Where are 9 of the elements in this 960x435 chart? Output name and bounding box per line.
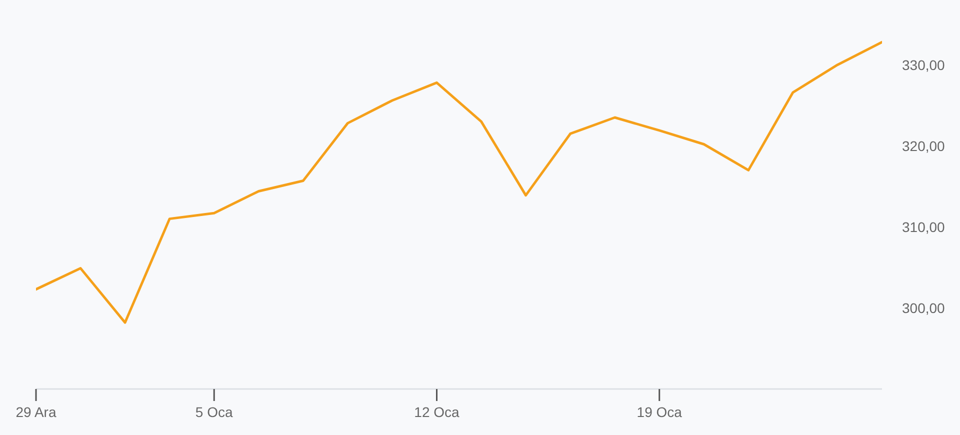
x-tick-label: 12 Oca <box>414 404 460 420</box>
x-tick-label: 19 Oca <box>636 404 682 420</box>
x-tick-label: 5 Oca <box>195 404 233 420</box>
y-tick-label: 320,00 <box>902 138 946 154</box>
x-tick-label: 29 Ara <box>16 404 56 420</box>
y-tick-label: 310,00 <box>902 218 946 235</box>
y-tick-label: 300,00 <box>902 300 946 316</box>
y-tick-label: 330,00 <box>902 56 946 73</box>
line-series <box>36 40 882 324</box>
